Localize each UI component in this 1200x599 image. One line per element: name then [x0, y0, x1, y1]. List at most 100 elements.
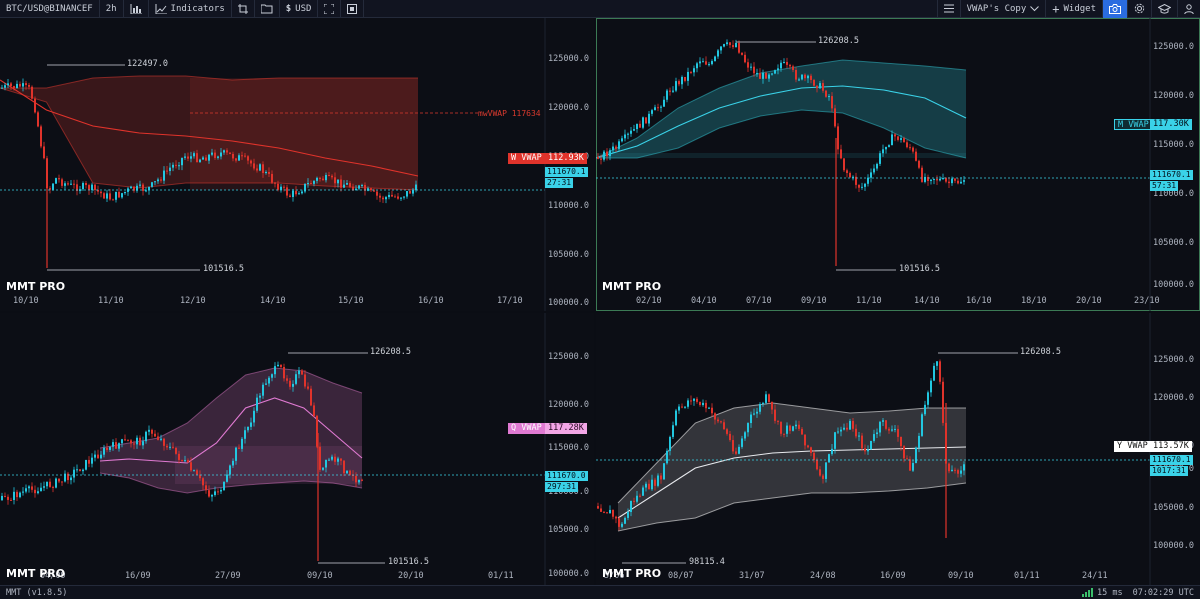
candle-body — [729, 42, 731, 46]
candlesticks — [1, 361, 363, 505]
indicators-label: Indicators — [170, 3, 225, 14]
candle-body — [187, 460, 189, 463]
candle-body — [64, 473, 66, 482]
candle-body — [307, 183, 309, 185]
candle-body — [795, 424, 797, 427]
candle-body — [244, 155, 246, 157]
candle-body — [954, 178, 956, 181]
candle-body — [118, 191, 120, 198]
candle-body — [852, 176, 854, 178]
indicators-button[interactable]: Indicators — [149, 0, 232, 18]
candle-body — [76, 469, 78, 471]
candle-body — [759, 73, 761, 79]
candle-body — [828, 96, 830, 98]
candle-body — [648, 113, 650, 124]
chart-panel-quarterly[interactable]: 125000.0 120000.0 115000.0 110000.0 105000.0… — [0, 313, 594, 585]
candle-body — [726, 42, 728, 45]
crop-button[interactable] — [232, 0, 255, 18]
candle-body — [873, 434, 875, 441]
candle-body — [849, 173, 851, 178]
chart-panel-yearly[interactable]: 125000.0120000.0115000.0110000.0105000.0… — [596, 313, 1200, 585]
chart-panel-monthly[interactable]: 125000.0 120000.0 115000.0 110000.0 105000.0… — [596, 18, 1200, 311]
candle-body — [924, 176, 926, 182]
candle-body — [948, 181, 950, 184]
vwap-badge: Y VWAP — [1114, 441, 1151, 452]
academy-button[interactable] — [1151, 0, 1177, 18]
candle-body — [340, 179, 342, 188]
candle-body — [55, 178, 57, 184]
chart-panel-weekly[interactable]: 125000.0120000.0115000.0110000.0105000.0… — [0, 18, 594, 311]
candle-body — [627, 133, 629, 135]
candle-body — [355, 188, 357, 191]
low-price-annotation: 101516.5 — [388, 557, 429, 567]
candle-body — [346, 470, 348, 474]
candle-body — [831, 96, 833, 109]
candle-body — [603, 511, 605, 513]
candle-body — [741, 438, 743, 447]
layout-name: VWAP's Copy — [966, 3, 1027, 14]
vwap-band — [596, 60, 966, 158]
candle-timer-badge: 27:31 — [545, 178, 574, 188]
candle-body — [199, 474, 201, 479]
interval-selector[interactable]: 2h — [100, 0, 124, 18]
candle-body — [49, 481, 51, 487]
candle-body — [187, 156, 189, 159]
candle-body — [900, 138, 902, 140]
candle-body — [672, 90, 674, 92]
candle-body — [19, 83, 21, 87]
brand-watermark: MMT PRO — [602, 280, 662, 293]
candle-body — [178, 453, 180, 460]
candle-body — [942, 178, 944, 180]
candle-body — [325, 175, 327, 181]
chart-svg — [0, 313, 546, 585]
candle-body — [292, 383, 294, 387]
fullscreen-button[interactable] — [318, 0, 342, 18]
candle-body — [840, 429, 842, 432]
symbol-selector[interactable]: BTC/USD@BINANCEF — [0, 0, 100, 18]
add-widget-button[interactable]: + Widget — [1045, 0, 1102, 18]
candle-body — [208, 490, 210, 497]
candle-body — [130, 186, 132, 189]
candle-body — [633, 500, 635, 502]
candle-body — [939, 361, 941, 382]
candle-body — [259, 164, 261, 171]
price-tick-label: 120000.0 — [548, 400, 589, 410]
chart-type-button[interactable] — [124, 0, 149, 18]
candle-body — [762, 72, 764, 79]
candle-body — [34, 489, 36, 494]
candle-body — [7, 83, 9, 86]
candle-body — [322, 467, 324, 470]
camera-button[interactable] — [1102, 0, 1127, 18]
candle-body — [241, 438, 243, 449]
open-folder-button[interactable] — [255, 0, 280, 18]
candle-body — [298, 193, 300, 195]
candle-body — [361, 479, 363, 481]
candle-body — [145, 190, 147, 192]
account-button[interactable] — [1177, 0, 1200, 18]
candle-body — [669, 436, 671, 451]
snapshot-panel-button[interactable] — [341, 0, 365, 18]
candle-body — [250, 422, 252, 427]
candle-body — [274, 182, 276, 184]
candle-body — [888, 145, 890, 147]
candle-body — [310, 183, 312, 185]
candle-body — [124, 191, 126, 194]
candle-body — [906, 458, 908, 460]
candle-body — [22, 83, 24, 87]
settings-button[interactable] — [1127, 0, 1151, 18]
candle-body — [645, 483, 647, 488]
candle-body — [286, 187, 288, 196]
candle-body — [76, 184, 78, 191]
camera-icon — [1109, 3, 1121, 14]
layout-selector[interactable]: VWAP's Copy — [959, 0, 1046, 18]
candle-body — [319, 446, 321, 470]
menu-button[interactable] — [936, 0, 960, 18]
candle-body — [651, 110, 653, 114]
candle-body — [657, 475, 659, 486]
candle-body — [597, 506, 599, 509]
candle-body — [810, 447, 812, 453]
currency-selector[interactable]: $ USD — [280, 0, 319, 18]
candle-body — [109, 193, 111, 200]
candle-body — [151, 429, 153, 434]
time-tick-label: 16/09 — [125, 571, 151, 581]
